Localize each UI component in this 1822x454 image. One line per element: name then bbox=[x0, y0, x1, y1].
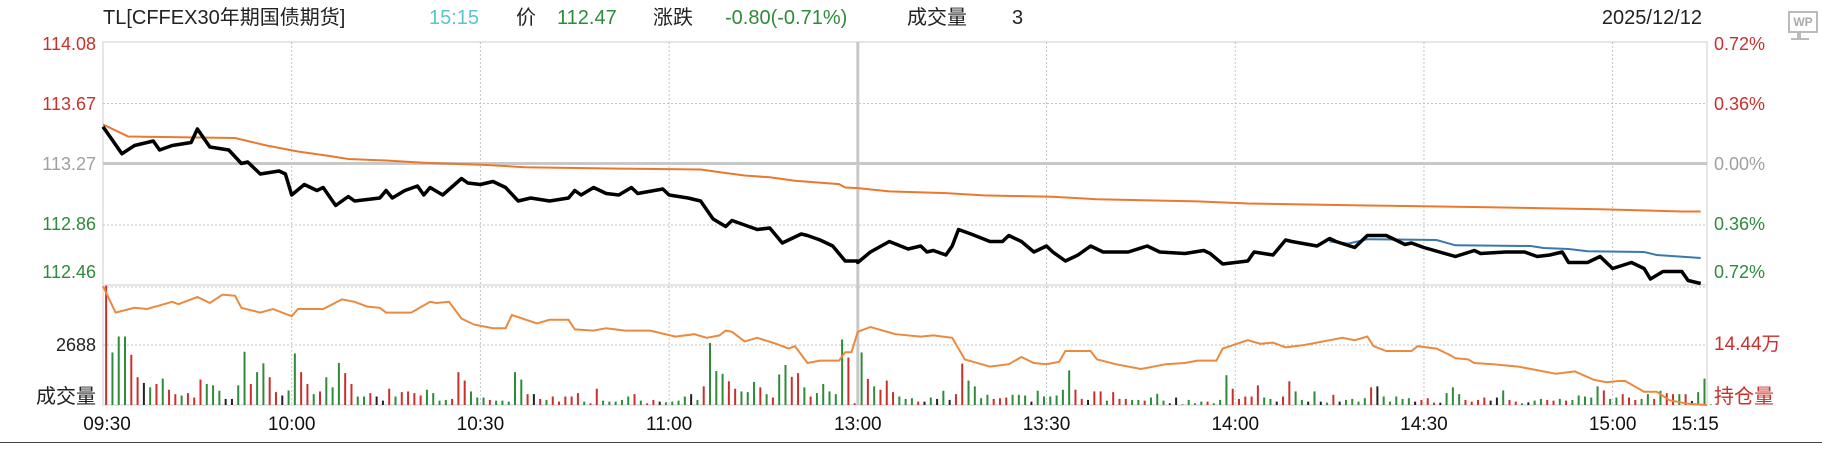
price-tick-left: 113.67 bbox=[42, 94, 96, 114]
plot-border bbox=[102, 41, 1708, 406]
instrument-title: TL[CFFEX30年期国债期货] bbox=[103, 7, 346, 29]
price-tick-left: 112.46 bbox=[42, 262, 96, 282]
time-tick-label: 15:00 bbox=[1588, 414, 1637, 435]
open-interest-line bbox=[102, 285, 1708, 406]
trade-date: 2025/12/12 bbox=[1601, 7, 1702, 29]
time-tick-label: 09:30 bbox=[83, 414, 131, 435]
time-tick-label: 13:30 bbox=[1022, 414, 1071, 435]
blue-reference-line bbox=[1329, 238, 1701, 259]
pct-tick-right: 0.36% bbox=[1714, 214, 1766, 234]
pct-tick-right: 0.00% bbox=[1714, 154, 1766, 174]
pct-tick-right: 0.72% bbox=[1714, 34, 1766, 54]
price-label: 价 bbox=[516, 7, 536, 29]
time-tick-label: 13:00 bbox=[834, 414, 882, 435]
wp-monitor-icon[interactable]: WP bbox=[1788, 11, 1818, 33]
volume-label: 成交量 bbox=[907, 7, 967, 29]
price-change: -0.80(-0.71%) bbox=[725, 7, 848, 29]
time-tick-label: 15:15 bbox=[1671, 414, 1719, 435]
price-line bbox=[101, 125, 1702, 286]
price-tick-left: 114.08 bbox=[42, 34, 96, 54]
last-price: 112.47 bbox=[557, 7, 617, 29]
time-tick-label: 10:00 bbox=[267, 414, 316, 435]
pct-tick-right: 0.36% bbox=[1714, 94, 1766, 114]
volume-value: 3 bbox=[1012, 7, 1024, 29]
average-price-line bbox=[102, 123, 1701, 213]
price-tick-left: 112.86 bbox=[42, 214, 96, 234]
time-tick-label: 14:30 bbox=[1400, 414, 1448, 435]
wp-icon-text: WP bbox=[1793, 15, 1813, 29]
volume-tick: 2688 bbox=[55, 335, 96, 355]
time-tick-label: 11:00 bbox=[646, 414, 693, 435]
oi-axis-label: 持仓量 bbox=[1714, 386, 1774, 408]
wp-monitor-base bbox=[1791, 38, 1809, 40]
volume-axis-label: 成交量 bbox=[36, 386, 96, 408]
bottom-divider bbox=[0, 442, 1822, 443]
time-tick-label: 14:00 bbox=[1211, 414, 1260, 435]
price-tick-left: 113.27 bbox=[42, 154, 96, 174]
pct-tick-right: 0.72% bbox=[1714, 262, 1766, 282]
quote-time: 15:15 bbox=[429, 7, 480, 29]
wp-monitor-stand bbox=[1797, 33, 1801, 38]
oi-tick: 14.44万 bbox=[1714, 334, 1781, 355]
time-tick-label: 10:30 bbox=[456, 414, 505, 435]
change-label: 涨跌 bbox=[653, 7, 693, 29]
